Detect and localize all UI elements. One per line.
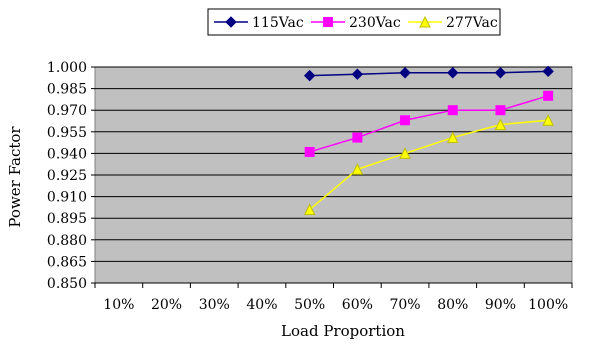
y-tick-label: 1.000 [47,60,87,76]
data-point [543,90,554,101]
data-point [494,118,507,131]
legend-item: 230Vac [311,15,401,31]
y-tick-label: 0.940 [47,146,87,162]
x-tick-label: 10% [103,297,134,313]
y-tick-label: 0.880 [47,233,87,249]
y-tick-label: 0.895 [47,211,87,227]
y-tick-label: 0.985 [47,82,87,98]
legend-label: 115Vac [252,15,304,31]
y-tick-label: 0.865 [47,254,87,270]
series-115Vac [303,65,554,82]
x-axis-ticks: 10% 20% 30% 40% 50% 60% 70% 80% 90% 100% [94,283,573,313]
y-tick-label: 0.850 [47,276,87,292]
data-point [352,132,363,143]
y-tick-label: 0.925 [47,168,87,184]
legend-marker [225,16,237,28]
series-277Vac [303,114,554,216]
y-tick-label: 0.970 [47,103,87,119]
data-point [304,146,315,157]
y-tick-label: 0.955 [47,125,87,141]
legend-marker [323,17,333,27]
series-line [309,70,549,77]
y-axis-ticks: 1.000 0.985 0.970 0.955 0.940 0.925 0.910 0.895… [47,60,95,292]
x-tick-label: 70% [389,297,420,313]
x-tick-label: 80% [437,297,468,313]
legend-label: 230Vac [349,15,401,31]
x-tick-label: 30% [199,297,230,313]
data-point [542,65,554,78]
data-point [447,105,458,116]
y-tick-label: 0.910 [47,190,87,206]
x-tick-label: 50% [294,297,325,313]
data-point [351,163,364,175]
x-axis-label: Load Proportion [281,322,405,340]
data-point [399,67,411,79]
data-point [351,68,364,80]
legend-marker [419,15,431,28]
data-point [447,67,459,79]
legend-item: 115Vac [214,15,304,31]
data-point [399,147,411,159]
data-point [542,114,554,126]
legend: 115Vac 230Vac 277Vac [207,8,501,36]
x-tick-label: 60% [342,297,373,313]
series-line [309,95,549,153]
data-point [400,115,411,126]
legend-box [207,8,501,36]
x-tick-label: 100% [528,297,568,313]
series-line [309,119,549,211]
series-230Vac [304,90,554,157]
data-point [303,69,316,82]
data-point [303,203,316,216]
legend-label: 277Vac [446,15,498,31]
data-point [495,105,506,116]
legend-item: 277Vac [408,15,498,31]
series-layer [303,65,554,216]
x-tick-label: 20% [151,297,182,313]
x-tick-label: 40% [246,297,277,313]
x-tick-label: 90% [485,297,516,313]
y-axis-label: Power Factor [6,126,24,228]
data-point [446,131,459,144]
data-point [494,67,507,79]
